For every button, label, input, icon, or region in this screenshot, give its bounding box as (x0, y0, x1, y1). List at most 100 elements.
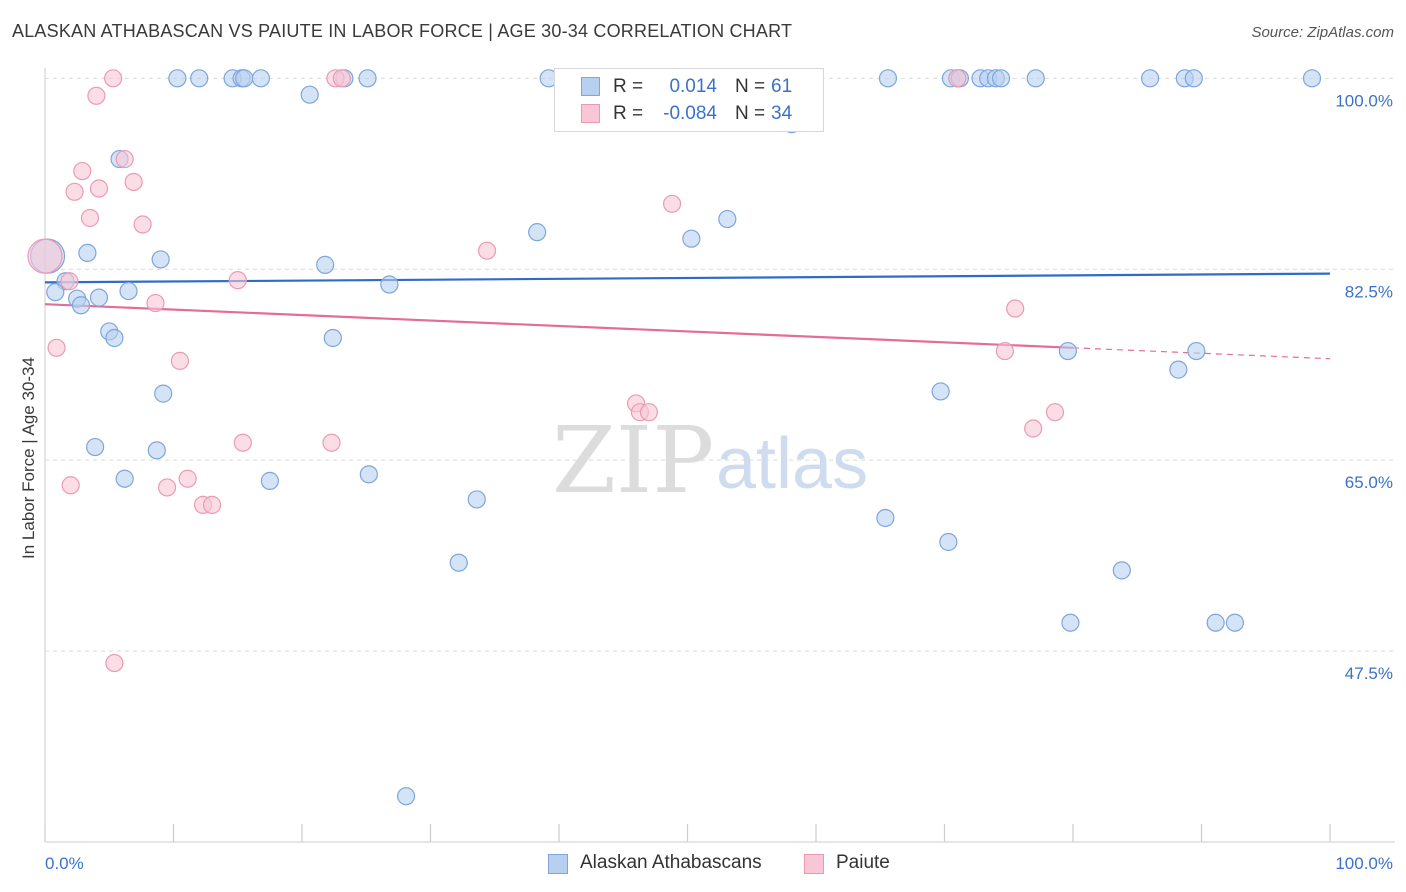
athabascan-trend-line (44, 272, 1331, 284)
paiute-point (1006, 299, 1025, 318)
paiute-point (322, 433, 341, 452)
trend-lines (44, 272, 1331, 360)
athabascan-point (358, 69, 377, 88)
paiute-point (202, 495, 222, 514)
paiute-trend-extension (1072, 347, 1331, 360)
athabascan-point (260, 471, 279, 490)
athabascan-point (251, 69, 270, 88)
athabascan-point (168, 69, 187, 88)
paiute-point (124, 172, 143, 192)
paiute-point (65, 182, 84, 201)
paiute-point (133, 215, 152, 234)
athabascan-point (682, 229, 701, 248)
pink-swatch (581, 104, 600, 123)
paiute-point (80, 208, 100, 228)
athabascan-point (71, 296, 91, 315)
legend-label: Alaskan Athabascans (580, 852, 762, 873)
paiute-point (170, 351, 190, 370)
paiute-point (1024, 419, 1043, 438)
n-label: N = (735, 76, 766, 97)
legend-row-paiute: R = -0.084 N = 34 (555, 101, 823, 127)
athabascan-point (147, 441, 166, 460)
series-legend: Alaskan Athabascans Paiute (0, 852, 1406, 878)
y-axis-label: In Labor Force | Age 30-34 (19, 357, 38, 559)
athabascan-point (876, 508, 895, 528)
y-tick-label: 82.5% (1345, 282, 1393, 301)
athabascan-point (1225, 613, 1245, 632)
athabascan-point (878, 69, 898, 88)
athabascan-point (1302, 69, 1322, 88)
athabascan-point (316, 255, 335, 274)
athabascan-point (1184, 69, 1203, 88)
athabascan-point (1112, 561, 1131, 580)
legend-label: Paiute (836, 852, 890, 873)
athabascan-point (1140, 69, 1160, 88)
athabascan-point (300, 85, 319, 104)
blue-swatch (581, 77, 600, 96)
paiute-point (995, 341, 1014, 361)
watermark-zip: ZIP (552, 407, 714, 514)
paiute-point (157, 478, 177, 497)
athabascan-point (86, 437, 105, 457)
paiute-point (948, 69, 967, 88)
r-value: 0.014 (669, 76, 717, 97)
r-label: R = (613, 103, 644, 124)
y-tick-label: 47.5% (1345, 664, 1393, 683)
athabascan-point (1061, 613, 1080, 632)
n-label: N = (735, 103, 766, 124)
athabascan-point (105, 328, 124, 348)
athabascan-point (528, 223, 547, 242)
axes (44, 68, 1395, 843)
athabascan-point (46, 283, 65, 302)
paiute-point (105, 653, 124, 673)
y-tick-label: 65.0% (1345, 473, 1393, 492)
athabascan-point (1206, 613, 1225, 632)
paiute-point (639, 403, 659, 422)
paiute-point (233, 433, 252, 452)
athabascan-point (380, 275, 399, 294)
athabascan-point (1187, 341, 1206, 361)
legend-row-athabascan: R = 0.014 N = 61 (555, 74, 823, 100)
n-value: 34 (771, 103, 793, 124)
athabascan-point (235, 69, 254, 88)
paiute-point (332, 69, 351, 88)
athabascan-point (154, 384, 173, 403)
paiute-point (228, 271, 247, 290)
athabascan-point (190, 69, 209, 88)
paiute-point (87, 86, 106, 105)
athabascan-point (931, 382, 950, 401)
watermark: ZIP atlas (552, 407, 868, 514)
athabascan-point (1026, 69, 1045, 88)
n-value: 61 (771, 76, 793, 97)
x-tick-label: 100.0% (1335, 854, 1393, 873)
watermark-atlas: atlas (716, 424, 868, 504)
paiute-point (47, 338, 66, 357)
paiute-point (178, 469, 197, 488)
paiute-point (104, 69, 123, 88)
paiute-point (73, 161, 92, 181)
athabascan-point (718, 209, 737, 229)
paiute-point (27, 238, 63, 274)
athabascan-point (89, 288, 109, 307)
athabascan-point (323, 328, 342, 348)
athabascan-point (396, 787, 416, 806)
paiute-point (61, 476, 80, 495)
athabascan-point (151, 250, 170, 269)
athabascan-point (449, 553, 468, 572)
data-points (27, 69, 1322, 806)
paiute-point (662, 194, 682, 213)
tick-labels: 47.5% 65.0% 82.5% 100.0% 0.0% 100.0% (45, 91, 1393, 873)
athabascan-point (1058, 341, 1077, 361)
athabascan-point (1169, 360, 1188, 379)
paiute-point (1045, 403, 1065, 422)
paiute-trend-line (44, 303, 1074, 349)
athabascan-point (359, 465, 378, 484)
athabascan-point (467, 490, 486, 509)
athabascan-point (115, 469, 134, 488)
chart-title: ALASKAN ATHABASCAN VS PAIUTE IN LABOR FO… (12, 21, 793, 41)
athabascan-point (119, 281, 138, 301)
blue-swatch (548, 854, 568, 874)
r-value: -0.084 (663, 103, 717, 124)
r-label: R = (613, 76, 644, 97)
